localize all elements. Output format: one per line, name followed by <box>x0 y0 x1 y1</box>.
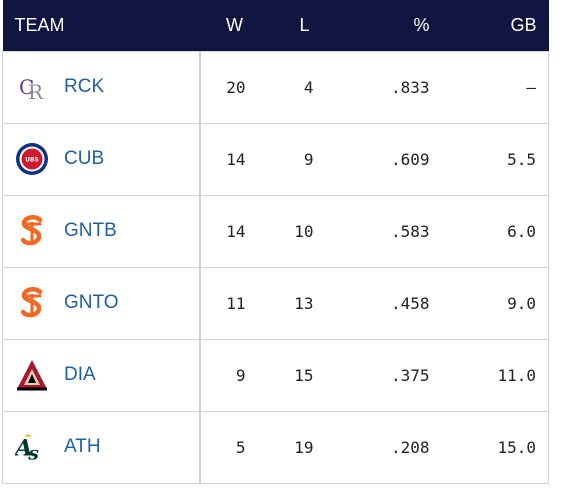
wins-column-header[interactable]: W <box>226 14 243 35</box>
table-row: GNTB 14 10 .583 6.0 <box>2 194 549 268</box>
svg-text:UBS: UBS <box>25 157 39 164</box>
team-cell: C R RCK <box>2 50 201 124</box>
losses-cell: 9 <box>269 122 340 196</box>
giants-logo-icon <box>15 286 49 320</box>
games-back-cell: – <box>449 50 549 124</box>
losses-cell: 10 <box>269 194 340 268</box>
diamondbacks-logo-icon <box>15 358 49 392</box>
pct-column-header[interactable]: % <box>413 14 430 35</box>
games-back-cell: 15.0 <box>449 410 549 484</box>
team-cell: A s ATH <box>2 410 201 484</box>
giants-logo-icon <box>15 214 49 248</box>
rockies-logo-icon: C R <box>15 70 49 104</box>
team-cell: DIA <box>2 338 201 412</box>
table-row: DIA 9 15 .375 11.0 <box>2 338 549 412</box>
table-row: A s ATH 5 19 .208 15.0 <box>2 410 549 484</box>
svg-text:s: s <box>27 442 39 464</box>
cubs-logo-icon: UBS <box>15 142 49 176</box>
losses-cell: 15 <box>269 338 340 412</box>
losses-cell: 19 <box>269 410 340 484</box>
team-link[interactable]: GNTB <box>64 220 117 241</box>
team-link[interactable]: CUB <box>64 148 105 169</box>
losses-cell: 4 <box>269 50 340 124</box>
games-back-column-header[interactable]: GB <box>510 14 537 35</box>
table-row: C R RCK 20 4 .833 – <box>2 50 549 124</box>
games-back-cell: 6.0 <box>449 194 549 268</box>
losses-cell: 13 <box>269 266 340 340</box>
svg-text:R: R <box>28 80 44 102</box>
team-link[interactable]: GNTO <box>64 292 119 313</box>
team-cell: GNTO <box>2 266 201 340</box>
wins-cell: 9 <box>199 338 270 412</box>
games-back-cell: 9.0 <box>449 266 549 340</box>
svg-text:A: A <box>15 436 33 462</box>
pct-cell: .833 <box>339 50 450 124</box>
pct-cell: .375 <box>339 338 450 412</box>
games-back-cell: 5.5 <box>449 122 549 196</box>
pct-cell: .208 <box>339 410 450 484</box>
losses-column-header[interactable]: L <box>299 14 310 35</box>
wins-cell: 5 <box>199 410 270 484</box>
standings-header-row: TEAM W L % GB <box>2 0 549 51</box>
pct-cell: .609 <box>339 122 450 196</box>
team-link[interactable]: DIA <box>64 364 96 385</box>
wins-cell: 14 <box>199 194 270 268</box>
wins-cell: 20 <box>199 50 270 124</box>
team-link[interactable]: ATH <box>64 436 101 457</box>
table-row: UBS CUB 14 9 .609 5.5 <box>2 122 549 196</box>
table-row: GNTO 11 13 .458 9.0 <box>2 266 549 340</box>
team-link[interactable]: RCK <box>64 76 105 97</box>
team-column-header[interactable]: TEAM <box>14 14 65 35</box>
pct-cell: .458 <box>339 266 450 340</box>
pct-cell: .583 <box>339 194 450 268</box>
standings-table: TEAM W L % GB C R RCK 20 <box>2 0 549 484</box>
wins-cell: 14 <box>199 122 270 196</box>
athletics-logo-icon: A s <box>15 430 49 464</box>
games-back-cell: 11.0 <box>449 338 549 412</box>
team-cell: GNTB <box>2 194 201 268</box>
wins-cell: 11 <box>199 266 270 340</box>
svg-text:C: C <box>19 75 34 99</box>
team-cell: UBS CUB <box>2 122 201 196</box>
